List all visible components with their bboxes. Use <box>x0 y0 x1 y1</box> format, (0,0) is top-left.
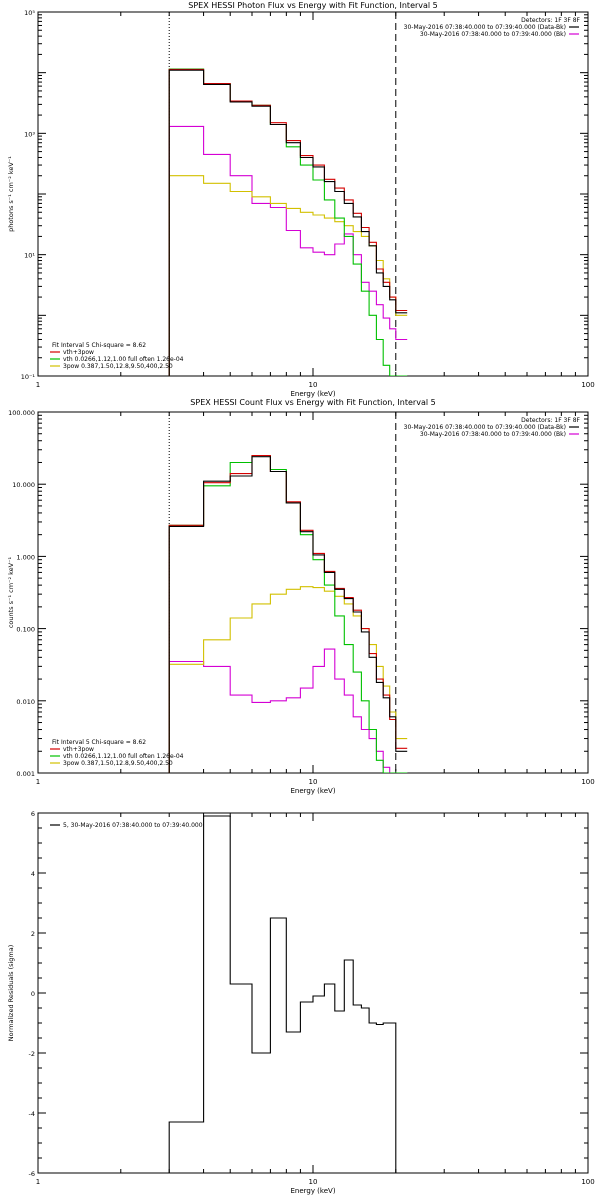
chart-count: 1 10 100 Energy (keV) 0.001 0.010 0.100 1.000 10… <box>7 398 595 795</box>
y-tick-label: -2 <box>29 1050 35 1058</box>
y-tick-label: 2 <box>31 930 35 938</box>
x-tick-label: 100 <box>581 1178 594 1186</box>
y-tick-label: 0.010 <box>16 698 35 706</box>
y-axis-label: Normalized Residuals (sigma) <box>7 945 15 1042</box>
plot-area <box>168 68 408 376</box>
plot-frame <box>37 411 589 774</box>
chart-photon: 1 10 100 Energy (keV) 10⁻¹ 10¹ 10³ 10⁵ photons s… <box>7 1 595 398</box>
y-tick-label: 0.001 <box>16 770 35 778</box>
y-tick-label: 10⁻¹ <box>21 373 36 381</box>
series-powerlaw <box>168 586 408 773</box>
legend-bottom-text: vth+3pow <box>63 349 94 356</box>
y-axis-label: counts s⁻¹ cm⁻² keV⁻¹ <box>7 556 15 628</box>
x-tick-label: 1 <box>36 381 40 389</box>
series-powerlaw <box>168 175 408 376</box>
legend-bottom-text: 3pow 0.387,1.50,12.8,9.50,400,2.50 <box>63 363 173 370</box>
y-tick-label: 100.000 <box>8 409 35 417</box>
y-tick-label: 0 <box>31 990 35 998</box>
x-tick-label: 100 <box>581 778 594 786</box>
legend-text: 5, 30-May-2016 07:38:40.000 to 07:39:40.… <box>63 822 203 829</box>
x-tick-label: 1 <box>36 1178 40 1186</box>
x-tick-label: 10 <box>309 1178 318 1186</box>
x-tick-label: 10 <box>309 778 318 786</box>
fit-header-text: Fit Interval 5 Chi-square = 8.62 <box>52 739 146 746</box>
y-tick-label: 10¹ <box>24 252 35 260</box>
y-tick-label: 10⁵ <box>24 9 35 17</box>
legend-bottom-text: vth 0.0266,1.12,1.00 full often 1.26e-04 <box>63 356 184 363</box>
x-axis-label: Energy (keV) <box>290 390 335 398</box>
legend-bottom-text: vth+3pow <box>63 746 94 753</box>
fit-header-text: Fit Interval 5 Chi-square = 8.62 <box>52 342 146 349</box>
legend-bottom-text: vth 0.0266,1.12,1.00 full often 1.26e-04 <box>63 753 184 760</box>
y-tick-label: 1.000 <box>16 553 35 561</box>
detectors-label: Detectors: 1F 3F 8F <box>521 17 580 24</box>
plot-area <box>168 815 397 1173</box>
legend-bottom-text: 3pow 0.387,1.50,12.8,9.50,400,2.50 <box>63 760 173 767</box>
x-axis-label: Energy (keV) <box>290 787 335 795</box>
y-tick-label: 4 <box>31 870 35 878</box>
series-thermal <box>168 68 408 376</box>
y-tick-label: 6 <box>31 810 35 818</box>
legend-top-text: 30-May-2016 07:38:40.000 to 07:39:40.000… <box>404 24 566 31</box>
x-axis-label: Energy (keV) <box>290 1187 335 1195</box>
y-tick-label: 0.100 <box>16 626 35 634</box>
y-tick-label: -6 <box>29 1170 35 1178</box>
y-tick-label: 10.000 <box>12 481 35 489</box>
chart-title: SPEX HESSI Count Flux vs Energy with Fit… <box>190 398 435 407</box>
chart-title: SPEX HESSI Photon Flux vs Energy with Fi… <box>188 1 438 10</box>
legend-top-text: 30-May-2016 07:38:40.000 to 07:39:40.000… <box>420 31 566 38</box>
series-data <box>168 69 408 376</box>
plot-frame <box>37 11 589 377</box>
chart-resid: 1 10 100 Energy (keV) -6 -4 -2 0 2 4 6 Normalized R… <box>7 810 595 1195</box>
x-tick-label: 10 <box>309 381 318 389</box>
plot-frame <box>37 812 589 1174</box>
y-tick-label: -4 <box>29 1110 35 1118</box>
y-tick-label: 10³ <box>24 130 35 138</box>
detectors-label: Detectors: 1F 3F 8F <box>521 417 580 424</box>
series-thermal <box>168 454 408 773</box>
plot-area <box>168 454 408 773</box>
legend-top-text: 30-May-2016 07:38:40.000 to 07:39:40.000… <box>404 424 566 431</box>
y-axis-label: photons s⁻¹ cm⁻² keV⁻¹ <box>7 156 15 232</box>
series-data <box>168 815 397 1173</box>
series-total <box>168 68 408 376</box>
series-data <box>168 456 408 773</box>
series-background <box>168 125 408 376</box>
x-tick-label: 100 <box>581 381 594 389</box>
x-tick-label: 1 <box>36 778 40 786</box>
series-background <box>168 648 408 773</box>
legend-top-text: 30-May-2016 07:38:40.000 to 07:39:40.000… <box>420 431 566 438</box>
